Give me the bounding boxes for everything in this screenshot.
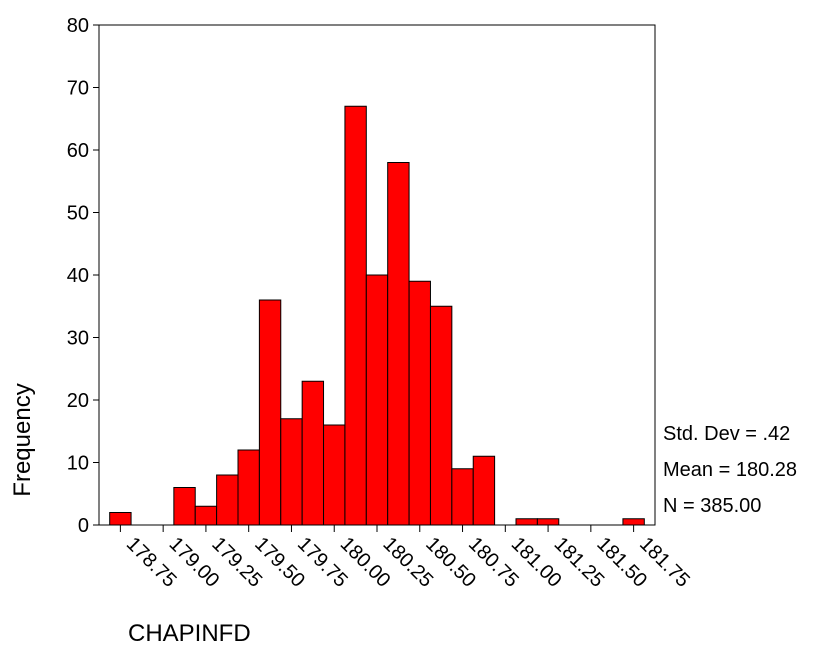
histogram-bar — [301, 380, 325, 526]
histogram-bar — [429, 305, 453, 526]
histogram-bar — [622, 518, 645, 526]
y-tick-label: 40 — [67, 265, 89, 287]
histogram-bar — [237, 449, 260, 526]
y-tick-label: 0 — [78, 515, 89, 537]
y-tick-label: 80 — [67, 15, 89, 37]
histogram-bar — [323, 424, 346, 526]
x-axis-ticks: 178.75179.00179.25179.50179.75180.00180.… — [119, 525, 694, 592]
histogram-bar — [536, 518, 560, 526]
y-tick-label: 20 — [67, 390, 89, 412]
x-axis-label: CHAPINFD — [128, 620, 251, 647]
histogram-bar — [365, 274, 389, 526]
histogram-bar — [258, 299, 282, 526]
histogram-bar — [280, 418, 303, 526]
y-tick-label: 10 — [67, 453, 89, 475]
y-tick-label: 60 — [67, 140, 89, 162]
y-tick-label: 30 — [67, 328, 89, 350]
histogram-bar — [344, 105, 367, 526]
histogram-bar — [173, 487, 196, 526]
histogram-bar — [109, 512, 132, 526]
y-axis-label: Frequency — [9, 383, 36, 496]
stat-mean: Mean = 180.28 — [663, 459, 797, 481]
histogram-bar — [515, 518, 538, 526]
stat-n: N = 385.00 — [663, 495, 761, 517]
histogram-bar — [472, 455, 496, 526]
y-tick-label: 50 — [67, 203, 89, 225]
y-axis-ticks: 0 10 20 30 40 50 60 70 80 — [67, 15, 99, 537]
histogram-bar — [451, 468, 474, 526]
histogram-bar — [194, 505, 218, 526]
histogram-bar — [387, 162, 410, 526]
stat-std-dev: Std. Dev = .42 — [663, 423, 790, 445]
histogram-bar — [216, 474, 239, 526]
plot-frame — [98, 24, 656, 526]
bars-group — [109, 105, 645, 526]
histogram-bar — [408, 280, 431, 526]
y-tick-label: 70 — [67, 78, 89, 100]
